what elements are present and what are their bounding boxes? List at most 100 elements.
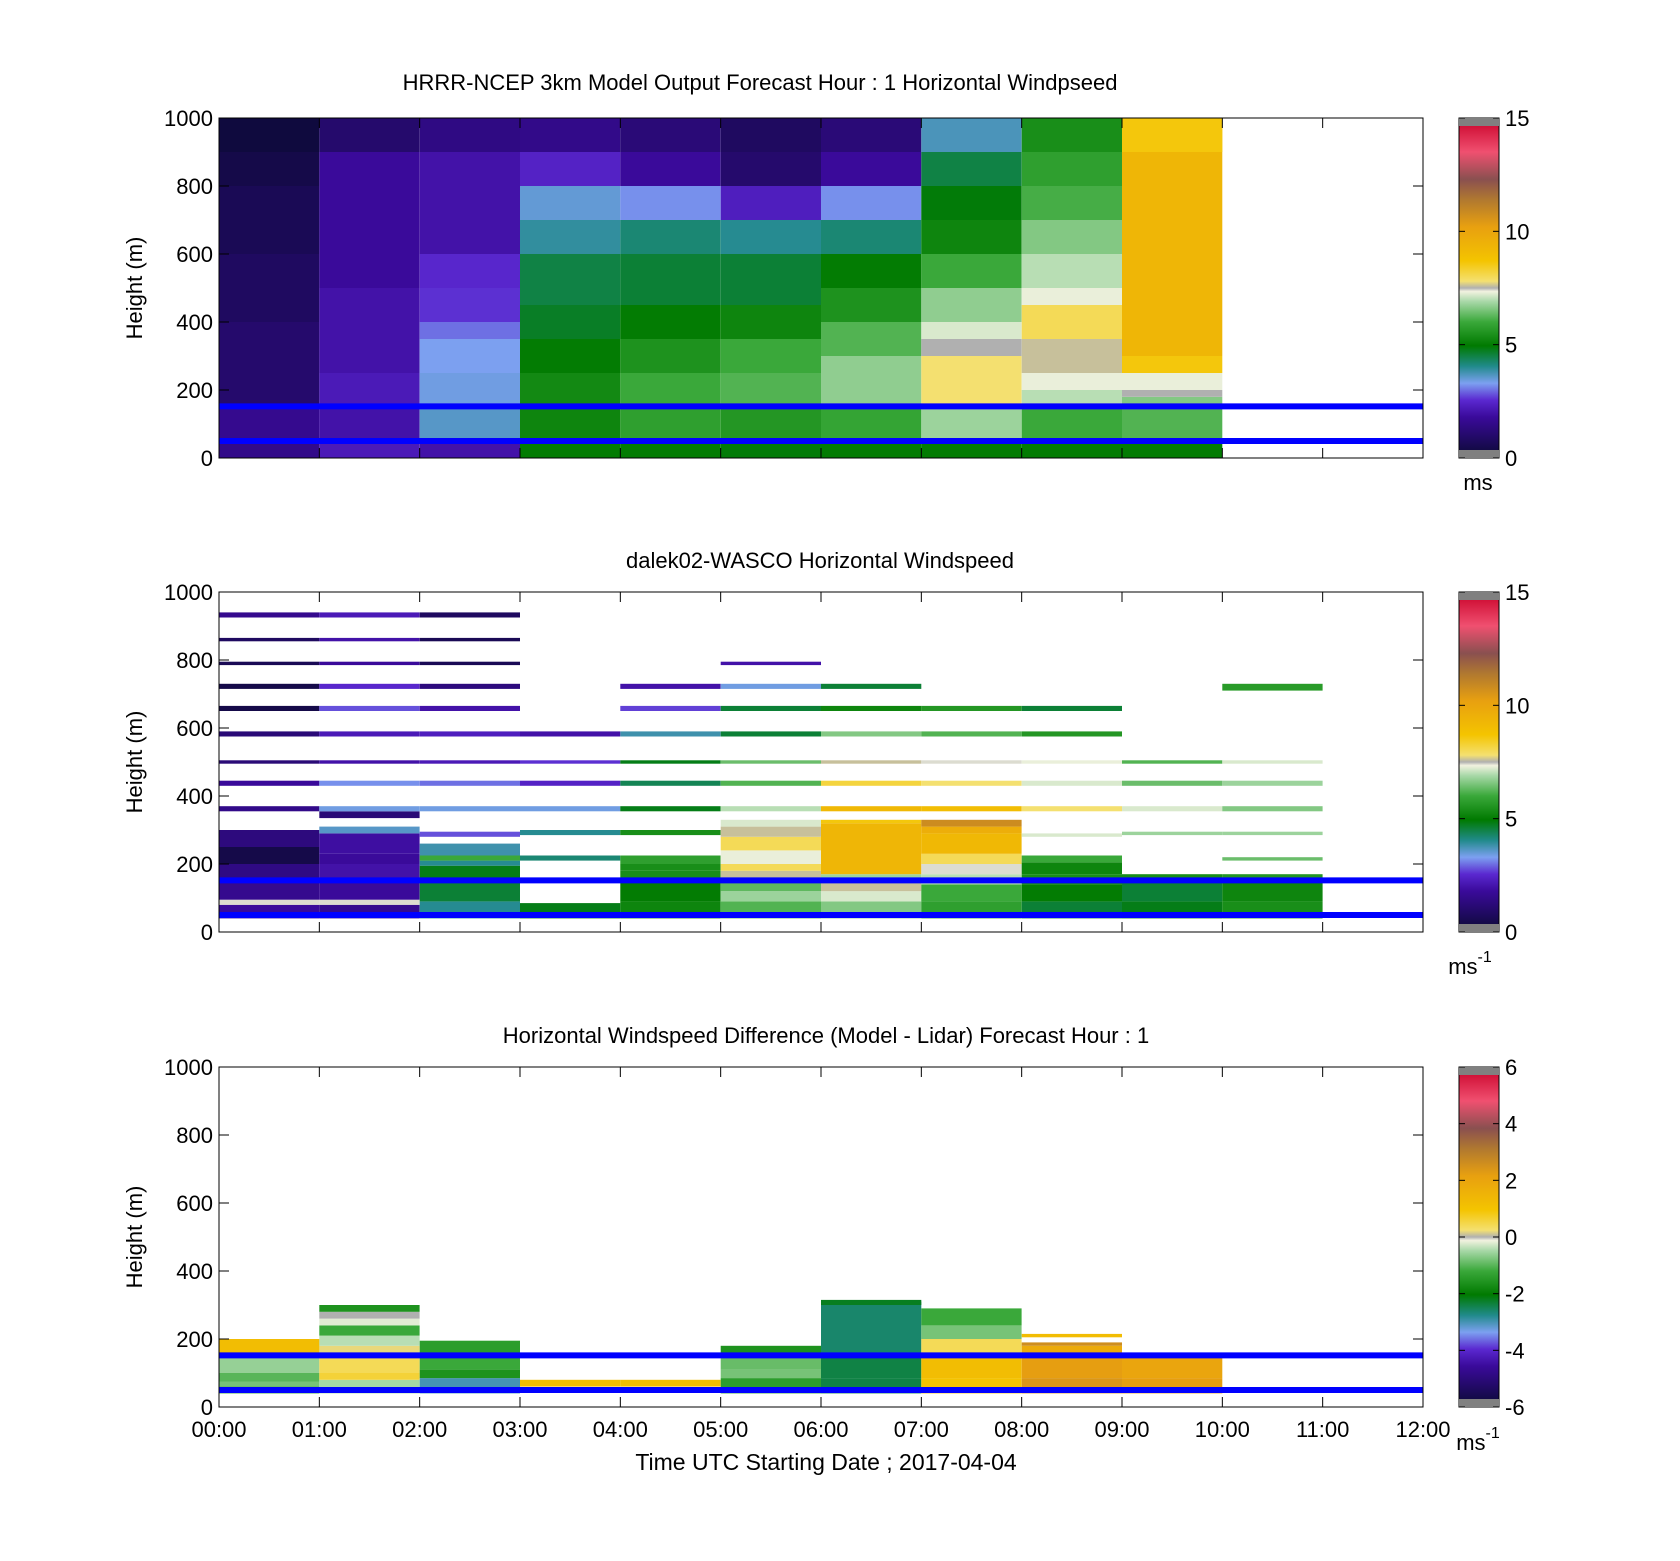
heatmap-cells xyxy=(219,118,1223,458)
heatmap-cell xyxy=(319,683,420,689)
heatmap-cell xyxy=(219,1356,320,1373)
heatmap-cell xyxy=(419,612,520,618)
heatmap-cell xyxy=(1021,855,1122,863)
heatmap-cell xyxy=(419,1369,520,1379)
heatmap-cell xyxy=(219,780,320,786)
heatmap-cell xyxy=(319,780,420,786)
heatmap-cell xyxy=(821,288,922,322)
y-tick-label: 0 xyxy=(201,920,213,945)
heatmap-cell xyxy=(319,1335,420,1346)
heatmap-cell xyxy=(720,780,821,786)
heatmap-cell xyxy=(319,118,420,152)
y-axis-label: Height (m) xyxy=(122,237,147,340)
heatmap-cell xyxy=(720,220,821,254)
x-tick-label: 01:00 xyxy=(292,1417,347,1442)
y-tick-label: 1000 xyxy=(164,106,213,131)
heatmap-cell xyxy=(319,1318,420,1326)
y-tick-label: 600 xyxy=(176,1191,213,1216)
heatmap-cell xyxy=(1122,407,1223,441)
heatmap-cell xyxy=(219,186,320,254)
heatmap-cells xyxy=(219,1299,1223,1394)
heatmap-cell xyxy=(821,356,922,407)
heatmap-cell xyxy=(219,864,320,880)
heatmap-cell xyxy=(520,118,621,152)
heatmap-cell xyxy=(1021,339,1122,373)
heatmap-cell xyxy=(620,220,721,254)
heatmap-cell xyxy=(219,390,320,407)
heatmap-cell xyxy=(319,853,420,864)
heatmap-cell xyxy=(520,220,621,254)
lidar-windspeed-panel: dalek02-WASCO Horizontal Windspeed 0 200 4… xyxy=(122,548,1529,979)
heatmap-cell xyxy=(921,186,1022,220)
heatmap-cell xyxy=(219,705,320,711)
heatmap-cell xyxy=(520,441,621,458)
heatmap-cell xyxy=(821,254,922,288)
heatmap-cell xyxy=(720,891,821,902)
reference-lines xyxy=(219,877,1423,918)
heatmap-cell xyxy=(1021,152,1122,186)
y-tick-label: 0 xyxy=(201,1395,213,1420)
y-tick-label: 400 xyxy=(176,310,213,335)
heatmap-cell xyxy=(319,1373,420,1380)
heatmap-cell xyxy=(520,830,621,836)
heatmap-cell xyxy=(620,305,721,339)
heatmap-cell xyxy=(1021,806,1122,812)
heatmap-cell xyxy=(1122,390,1223,397)
heatmap-cell xyxy=(319,661,420,666)
heatmap-cell xyxy=(319,864,420,880)
heatmap-cell xyxy=(419,705,520,711)
heatmap-cell xyxy=(720,186,821,220)
heatmap-cell xyxy=(921,356,1022,407)
heatmap-cell xyxy=(319,705,420,711)
heatmap-cell xyxy=(821,705,922,711)
heatmap-cell xyxy=(1021,407,1122,441)
heatmap-cell xyxy=(821,823,922,875)
heatmap-cell xyxy=(219,661,320,666)
heatmap-cell xyxy=(1122,373,1223,390)
heatmap-cell xyxy=(720,870,821,878)
heatmap-cell xyxy=(219,830,320,847)
heatmap-cell xyxy=(821,731,922,737)
heatmap-cell xyxy=(620,254,721,305)
y-tick-label: 800 xyxy=(176,1123,213,1148)
heatmap-cell xyxy=(921,220,1022,254)
heatmap-cell xyxy=(720,864,821,871)
heatmap-cell xyxy=(921,441,1022,458)
colorbar: -6 -4 -2 0 2 4 6 ms-1 xyxy=(1456,1055,1524,1455)
heatmap-cell xyxy=(520,373,621,407)
heatmap-cell xyxy=(921,853,1022,864)
x-tick-label: 04:00 xyxy=(593,1417,648,1442)
heatmap-cell xyxy=(319,407,420,441)
colorbar-under-cap xyxy=(1459,1399,1499,1407)
model-windspeed-panel: HRRR-NCEP 3km Model Output Forecast Hour… xyxy=(122,70,1529,495)
heatmap-cell xyxy=(821,186,922,220)
heatmap-cell xyxy=(821,118,922,152)
heatmap-cell xyxy=(921,1308,1022,1326)
x-tick-label: 11:00 xyxy=(1296,1417,1349,1442)
heatmap-cell xyxy=(520,855,621,861)
heatmap-cell xyxy=(419,373,520,407)
x-axis-ticks xyxy=(218,118,1424,458)
heatmap-cell xyxy=(1021,760,1122,764)
colorbar-tick-label: -2 xyxy=(1505,1282,1525,1307)
heatmap-cell xyxy=(419,152,520,220)
heatmap-cell xyxy=(1222,683,1323,691)
colorbar-over-cap xyxy=(1459,118,1499,126)
x-tick-label: 00:00 xyxy=(191,1417,246,1442)
heatmap-cell xyxy=(1021,705,1122,711)
heatmap-cell xyxy=(419,1356,520,1370)
heatmap-cell xyxy=(720,373,821,407)
heatmap-cell xyxy=(821,1299,922,1305)
heatmap-cell xyxy=(720,1369,821,1379)
heatmap-cell xyxy=(1021,780,1122,786)
heatmap-cell xyxy=(520,186,621,220)
heatmap-cell xyxy=(1021,1342,1122,1346)
heatmap-cell xyxy=(821,780,922,786)
heatmap-cell xyxy=(620,731,721,737)
colorbar-unit: ms-1 xyxy=(1448,949,1492,979)
heatmap-cell xyxy=(620,864,721,871)
heatmap-cell xyxy=(720,850,821,864)
heatmap-cell xyxy=(921,118,1022,152)
colorbar-tick-label: 0 xyxy=(1505,920,1517,945)
heatmap-cell xyxy=(520,305,621,339)
